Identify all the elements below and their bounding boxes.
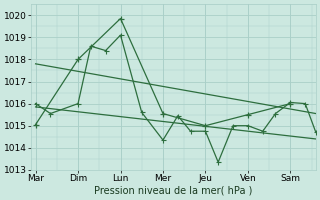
X-axis label: Pression niveau de la mer( hPa ): Pression niveau de la mer( hPa ) [94, 186, 253, 196]
